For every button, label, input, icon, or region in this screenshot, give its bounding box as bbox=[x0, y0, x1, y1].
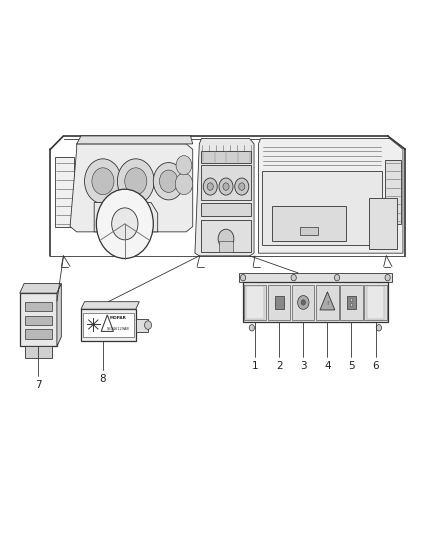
Circle shape bbox=[85, 159, 121, 204]
Circle shape bbox=[219, 178, 233, 195]
Text: 1: 1 bbox=[252, 361, 258, 371]
Circle shape bbox=[223, 183, 229, 190]
Text: MOPAR: MOPAR bbox=[110, 316, 127, 320]
Circle shape bbox=[96, 189, 153, 259]
Bar bbox=[81, 309, 136, 341]
Text: 4: 4 bbox=[324, 361, 331, 371]
Circle shape bbox=[175, 173, 193, 195]
Bar bbox=[201, 151, 251, 163]
Circle shape bbox=[218, 229, 234, 248]
Bar bbox=[201, 165, 251, 200]
Circle shape bbox=[153, 163, 184, 200]
Polygon shape bbox=[94, 203, 158, 232]
Bar bbox=[244, 285, 266, 320]
Polygon shape bbox=[258, 139, 403, 253]
Text: 2: 2 bbox=[276, 361, 283, 371]
Circle shape bbox=[350, 298, 353, 302]
Bar bbox=[275, 296, 284, 309]
Polygon shape bbox=[81, 302, 139, 309]
Circle shape bbox=[176, 156, 192, 175]
Circle shape bbox=[240, 274, 246, 281]
Bar bbox=[20, 293, 57, 346]
Bar bbox=[25, 329, 52, 339]
Text: 3: 3 bbox=[300, 361, 307, 371]
Bar bbox=[243, 282, 388, 322]
Polygon shape bbox=[20, 284, 61, 293]
Circle shape bbox=[298, 295, 309, 309]
Text: !: ! bbox=[326, 301, 328, 306]
Text: 6: 6 bbox=[372, 361, 379, 371]
Circle shape bbox=[350, 304, 353, 307]
Bar bbox=[268, 285, 290, 320]
Circle shape bbox=[301, 300, 306, 305]
Bar bbox=[272, 206, 346, 241]
Bar bbox=[262, 171, 382, 245]
Bar bbox=[364, 285, 387, 320]
Text: 56046129AB: 56046129AB bbox=[107, 327, 130, 331]
Polygon shape bbox=[70, 144, 193, 232]
Polygon shape bbox=[77, 136, 193, 144]
Polygon shape bbox=[195, 139, 254, 256]
Circle shape bbox=[335, 274, 340, 281]
Circle shape bbox=[376, 325, 381, 331]
Circle shape bbox=[203, 178, 217, 195]
Circle shape bbox=[112, 208, 138, 240]
Bar bbox=[246, 286, 264, 319]
Circle shape bbox=[291, 274, 296, 281]
Bar bbox=[292, 285, 314, 320]
Bar bbox=[201, 220, 251, 252]
Circle shape bbox=[92, 168, 114, 195]
Circle shape bbox=[159, 170, 178, 192]
Bar bbox=[239, 273, 392, 282]
Circle shape bbox=[239, 183, 245, 190]
Bar bbox=[25, 346, 52, 358]
Circle shape bbox=[117, 159, 154, 204]
Bar bbox=[201, 203, 251, 216]
Bar bbox=[385, 160, 401, 224]
Circle shape bbox=[235, 178, 249, 195]
Circle shape bbox=[145, 321, 152, 329]
Circle shape bbox=[207, 183, 213, 190]
Bar bbox=[340, 285, 363, 320]
Circle shape bbox=[125, 168, 147, 195]
Polygon shape bbox=[320, 292, 335, 310]
Bar bbox=[83, 313, 134, 337]
Bar bbox=[55, 157, 74, 227]
Circle shape bbox=[249, 325, 254, 331]
Bar bbox=[136, 319, 148, 332]
Bar bbox=[300, 227, 318, 235]
Circle shape bbox=[385, 274, 390, 281]
Bar bbox=[219, 241, 233, 252]
Text: 7: 7 bbox=[35, 380, 42, 390]
Text: 8: 8 bbox=[99, 375, 106, 384]
Bar bbox=[347, 296, 356, 309]
Polygon shape bbox=[57, 284, 61, 346]
Bar bbox=[369, 198, 397, 249]
Text: 5: 5 bbox=[348, 361, 355, 371]
Bar bbox=[25, 302, 52, 311]
Bar bbox=[25, 316, 52, 325]
Bar bbox=[367, 286, 385, 319]
Bar bbox=[316, 285, 339, 320]
